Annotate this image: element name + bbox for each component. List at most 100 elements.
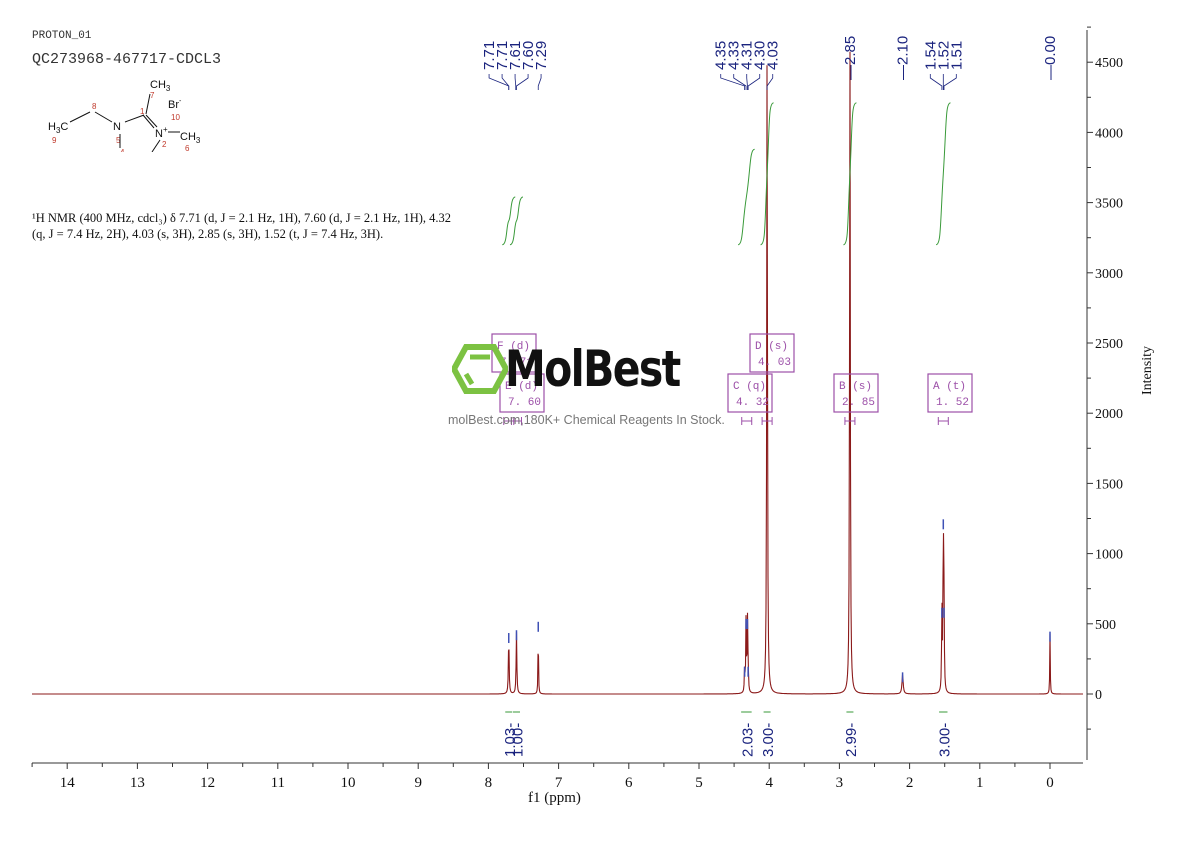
peak-label-leader	[516, 74, 529, 90]
multiplet-range-marker	[761, 417, 773, 425]
multiplet-range-marker	[937, 417, 949, 425]
multiplet-label: A (t)	[933, 381, 966, 393]
spectrum-trace	[32, 51, 1083, 695]
peak-label-leader	[766, 74, 774, 90]
integral-curve	[843, 102, 857, 246]
multiplet-box	[727, 373, 773, 413]
y-tick-label: 4500	[1095, 56, 1123, 71]
peak-label-leader	[501, 74, 510, 90]
integral-curve	[502, 196, 516, 246]
peak-shift-label: 4.35	[713, 41, 730, 70]
x-tick-label: 9	[414, 775, 422, 791]
svg-text:CH3: CH3	[180, 131, 201, 145]
y-axis-label: Intensity	[1140, 346, 1155, 395]
peak-shift-label: —0.00	[1042, 36, 1059, 80]
chemical-structure: H3C N N+ CH3 CH3 Br- 985 172 1064	[48, 79, 201, 152]
peak-label-leader	[929, 74, 943, 90]
peak-shift-label: 4.31	[739, 41, 756, 70]
svg-text:2: 2	[162, 140, 167, 149]
x-tick-label: 7	[555, 775, 563, 791]
peak-label-leader	[746, 74, 748, 90]
multiplet-shift: 2. 85	[842, 397, 875, 409]
peak-shift-label: 7.71	[481, 41, 498, 70]
molbest-logo-icon	[452, 344, 508, 394]
x-tick-label: 8	[485, 775, 493, 791]
peak-label-leader	[733, 74, 747, 90]
y-tick-label: 500	[1095, 618, 1116, 633]
svg-text:9: 9	[52, 136, 57, 145]
experiment-name: PROTON_01	[32, 30, 92, 42]
watermark-brand: MolBest	[505, 340, 681, 398]
integral-curve	[509, 196, 524, 246]
multiplet-shift: 1. 52	[936, 397, 969, 409]
x-tick-label: 2	[906, 775, 914, 791]
peak-shift-label: 1.52	[935, 41, 952, 70]
svg-text:1: 1	[140, 107, 145, 116]
integral-value: 3.00-	[760, 723, 777, 757]
multiplet-shift: 4. 03	[758, 357, 791, 369]
x-tick-label: 0	[1046, 775, 1054, 791]
multiplet-box	[491, 333, 537, 373]
multiplet-label: C (q)	[733, 381, 766, 393]
x-tick-label: 14	[60, 775, 76, 791]
peak-label-leader	[514, 74, 517, 90]
multiplet-box	[927, 373, 973, 413]
peak-shift-label: —2.10	[895, 36, 912, 80]
svg-text:6: 6	[185, 144, 190, 152]
integral-curve	[760, 102, 774, 246]
peak-shift-label: 4.03	[765, 41, 782, 70]
multiplet-shift: 7. 60	[508, 397, 541, 409]
svg-text:5: 5	[116, 136, 121, 145]
peak-shift-label: 7.71	[494, 41, 511, 70]
multiplet-label: D (s)	[755, 341, 788, 353]
y-tick-label: 1500	[1095, 477, 1123, 492]
svg-text:4: 4	[120, 148, 125, 152]
multiplet-label: E (d)	[505, 381, 538, 393]
watermark-tagline: molBest.com,180K+ Chemical Reagents In S…	[448, 413, 725, 427]
multiplet-box	[749, 333, 795, 373]
y-tick-label: 4000	[1095, 126, 1123, 141]
x-tick-label: 5	[695, 775, 703, 791]
peak-shift-label: 1.54	[922, 41, 939, 70]
multiplet-shift: 7. 71	[500, 357, 533, 369]
multiplet-box	[833, 373, 879, 413]
x-tick-label: 1	[976, 775, 984, 791]
svg-text:H3C: H3C	[48, 121, 68, 135]
multiplet-label: B (s)	[839, 381, 872, 393]
peak-shift-label: 4.33	[726, 41, 743, 70]
svg-text:7: 7	[150, 91, 155, 100]
peak-shift-label: 7.61	[507, 41, 524, 70]
multiplet-shift: 4. 32	[736, 397, 769, 409]
x-tick-label: 11	[271, 775, 285, 791]
x-tick-label: 12	[200, 775, 215, 791]
integral-value: 1.03-	[502, 723, 519, 757]
multiplet-range-marker	[844, 417, 856, 425]
integral-curve	[737, 148, 755, 246]
svg-text:8: 8	[92, 102, 97, 111]
multiplet-range-marker	[510, 417, 522, 425]
integral-value: 3.00-	[936, 723, 953, 757]
x-tick-label: 10	[341, 775, 356, 791]
x-tick-label: 4	[765, 775, 773, 791]
y-tick-label: 2000	[1095, 407, 1123, 422]
multiplet-box	[499, 373, 545, 413]
y-tick-label: 1000	[1095, 548, 1123, 563]
integral-curve	[935, 102, 951, 246]
peak-shift-label: 4.30	[752, 41, 769, 70]
peak-shift-label: 7.29	[533, 41, 550, 70]
peak-label-leader	[943, 74, 957, 90]
multiplet-range-marker	[741, 417, 753, 425]
x-axis-label: f1 (ppm)	[528, 790, 581, 806]
y-tick-label: 2500	[1095, 337, 1123, 352]
x-tick-label: 13	[130, 775, 145, 791]
peak-label-leader	[537, 74, 542, 90]
nmr-peak-description: ¹H NMR (400 MHz, cdcl₃) δ 7.71 (d, J = 2…	[32, 211, 452, 241]
svg-text:CH3: CH3	[150, 79, 171, 93]
x-tick-label: 3	[836, 775, 844, 791]
integral-value: 2.03-	[739, 723, 756, 757]
peak-shift-label: —2.85	[842, 36, 859, 80]
svg-text:N: N	[113, 121, 121, 133]
x-tick-label: 6	[625, 775, 633, 791]
